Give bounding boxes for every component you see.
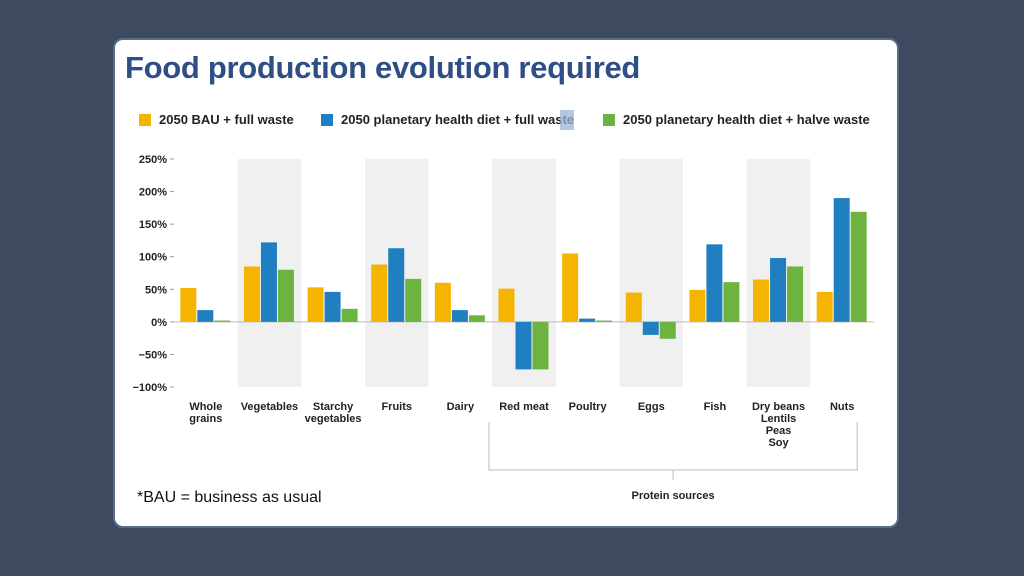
- bar-bau: [243, 266, 260, 322]
- x-tick-label: Red meat: [499, 401, 549, 413]
- y-tick-label: 0%: [151, 317, 167, 329]
- bar-phd-halve: [277, 269, 294, 322]
- y-tick-label: 200%: [139, 187, 167, 199]
- bar-bau: [180, 287, 197, 322]
- bar-phd-halve: [596, 320, 613, 322]
- bar-phd-full: [260, 242, 277, 322]
- x-tick-label: Dairy: [447, 401, 475, 413]
- page-title: Food production evolution required: [125, 50, 641, 85]
- x-tick-label: Eggs: [638, 401, 665, 413]
- bar-phd-full: [515, 321, 532, 370]
- footnote: *BAU = business as usual: [137, 489, 322, 506]
- bar-phd-halve: [405, 278, 422, 322]
- bar-phd-halve: [659, 321, 676, 339]
- chart-legend: 2050 BAU + full waste 2050 planetary hea…: [115, 40, 897, 127]
- bar-phd-full: [388, 248, 405, 322]
- bar-bau: [498, 288, 515, 322]
- bar-phd-halve: [723, 282, 740, 322]
- protein-bracket: [488, 422, 858, 471]
- x-tick-label: Fruits: [381, 401, 412, 413]
- y-tick-label: 50%: [145, 284, 167, 296]
- legend-item-phd-full: 2050 planetary health diet + full waste: [321, 112, 574, 127]
- y-tick-label: 250%: [139, 154, 167, 166]
- x-tick-label: Dry beans Lentils Peas Soy: [752, 401, 805, 449]
- legend-swatch-bau: [139, 113, 151, 126]
- bar-phd-full: [451, 310, 468, 322]
- bar-phd-full: [706, 244, 723, 322]
- y-tick-label: −100%: [132, 382, 167, 394]
- bar-phd-full: [324, 291, 341, 322]
- y-tick-label: 150%: [139, 219, 167, 231]
- legend-label-phd-full: 2050 planetary health diet + full waste: [341, 112, 575, 127]
- x-tick-label: Nuts: [830, 401, 854, 413]
- bar-phd-halve: [532, 321, 549, 370]
- y-tick-label: 100%: [139, 252, 167, 264]
- x-tick-label: Fish: [704, 401, 727, 413]
- legend-item-bau: 2050 BAU + full waste: [139, 112, 294, 127]
- bar-phd-full: [642, 321, 659, 335]
- bar-phd-full: [833, 198, 850, 322]
- legend-label-phd-halve: 2050 planetary health diet + halve waste: [623, 112, 870, 127]
- x-tick-label: Starchy vegetables: [305, 401, 362, 425]
- category-band: [619, 159, 684, 387]
- bar-bau: [371, 264, 388, 322]
- x-tick-label: Poultry: [569, 401, 608, 413]
- y-tick-label: −50%: [139, 349, 168, 361]
- legend-swatch-phd-halve: [603, 113, 615, 126]
- x-tick-label: Vegetables: [241, 401, 298, 413]
- x-tick-label: Whole grains: [189, 401, 222, 425]
- legend-label-bau: 2050 BAU + full waste: [159, 112, 294, 127]
- bar-bau: [625, 292, 642, 322]
- bar-phd-halve: [468, 315, 485, 322]
- bar-phd-halve: [850, 211, 867, 322]
- legend-item-phd-halve: 2050 planetary health diet + halve waste: [603, 112, 870, 127]
- bar-phd-full: [770, 258, 787, 322]
- text-cursor-highlight: [560, 110, 574, 130]
- bar-phd-halve: [341, 308, 358, 322]
- bar-bau: [562, 253, 579, 322]
- bar-phd-halve: [787, 266, 804, 322]
- bar-phd-halve: [214, 320, 231, 322]
- bar-phd-full: [579, 318, 596, 322]
- bar-phd-full: [197, 310, 214, 322]
- slide-card: Food production evolution required 2050 …: [113, 38, 899, 528]
- legend-swatch-phd-full: [321, 113, 333, 126]
- bar-bau: [689, 289, 706, 322]
- bar-bau: [434, 282, 451, 322]
- bar-chart: −100% −50% 0% 50% 100% 150% 200% 250% Whole grain…: [132, 154, 874, 502]
- bar-bau: [753, 279, 770, 322]
- bar-bau: [816, 291, 833, 322]
- protein-sources-label: Protein sources: [632, 490, 715, 502]
- bar-bau: [307, 287, 324, 322]
